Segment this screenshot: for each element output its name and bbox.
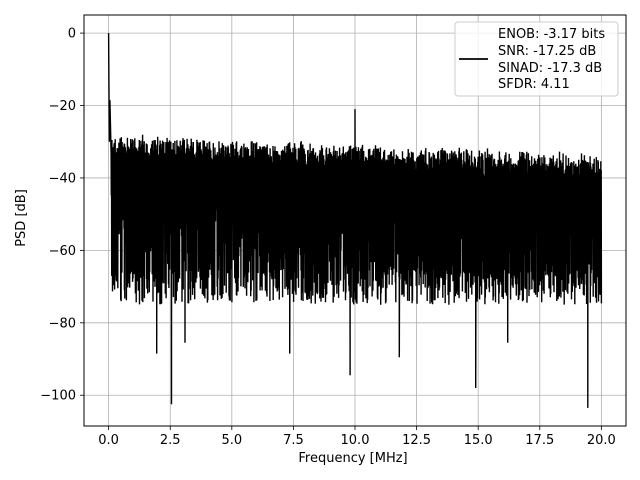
legend-sinad: SINAD: -17.3 dB <box>498 61 602 76</box>
y-tick-label: −60 <box>49 244 76 259</box>
y-axis-label: PSD [dB] <box>14 189 29 247</box>
x-axis-label: Frequency [MHz] <box>298 451 407 466</box>
x-axis-ticks: 0.0 2.5 5.0 7.5 10.0 12.5 15.0 17.5 20.0 <box>98 426 616 448</box>
plot-area <box>107 33 603 408</box>
y-tick-label: −40 <box>49 171 76 186</box>
y-axis-ticks: 0 −20 −40 −60 −80 −100 <box>40 27 84 404</box>
x-tick-label: 12.5 <box>402 433 431 448</box>
legend-snr: SNR: -17.25 dB <box>498 44 596 59</box>
x-tick-label: 7.5 <box>283 433 304 448</box>
y-tick-label: 0 <box>68 27 76 42</box>
legend-sfdr: SFDR: 4.11 <box>498 77 570 92</box>
x-tick-label: 10.0 <box>341 433 370 448</box>
y-tick-label: −20 <box>49 99 76 114</box>
y-tick-label: −100 <box>40 389 76 404</box>
x-tick-label: 15.0 <box>464 433 493 448</box>
x-tick-label: 20.0 <box>587 433 616 448</box>
x-tick-label: 0.0 <box>98 433 119 448</box>
x-tick-label: 2.5 <box>160 433 181 448</box>
x-tick-label: 17.5 <box>525 433 554 448</box>
legend-enob: ENOB: -3.17 bits <box>498 27 605 42</box>
psd-series-line <box>107 33 603 408</box>
y-tick-label: −80 <box>49 316 76 331</box>
x-tick-label: 5.0 <box>221 433 242 448</box>
legend: ENOB: -3.17 bits SNR: -17.25 dB SINAD: -… <box>454 21 619 97</box>
legend-box <box>454 21 619 97</box>
